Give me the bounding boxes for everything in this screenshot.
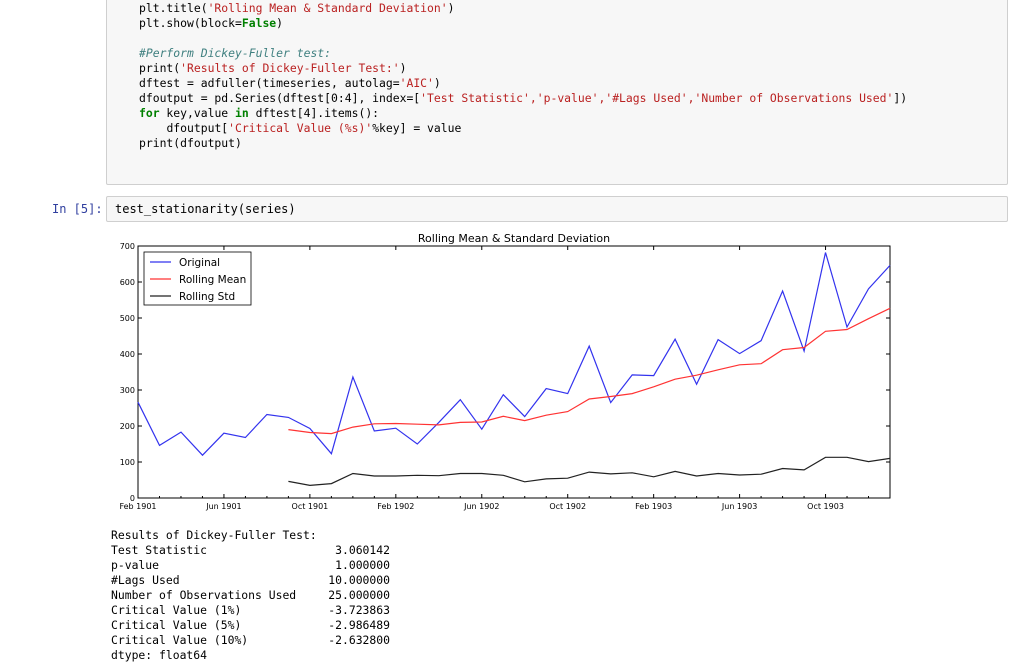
code-token: plt.title( xyxy=(139,1,208,15)
x-tick-label: Jun 1903 xyxy=(721,502,757,511)
code-token: dfoutput = pd.Series(dftest[0:4], index=… xyxy=(139,91,421,105)
x-tick-label: Oct 1903 xyxy=(807,502,844,511)
code-line: plt.show(block=False) xyxy=(139,16,283,31)
code-token: ]) xyxy=(893,91,908,105)
code-cell-5[interactable]: test_stationarity(series) xyxy=(106,196,1008,222)
output-row-value: -2.632800 xyxy=(328,633,390,647)
code-token: plt.show(block= xyxy=(139,16,242,30)
code-line: for key,value in dftest[4].items(): xyxy=(139,106,379,121)
code-line: dfoutput['Critical Value (%s)'%key] = va… xyxy=(139,121,461,136)
code-keyword: in xyxy=(235,106,249,120)
output-header: Results of Dickey-Fuller Test: xyxy=(111,528,317,542)
code-token: key,value xyxy=(159,106,236,120)
y-tick-label: 500 xyxy=(120,314,135,323)
series-line-rolling-std xyxy=(288,456,891,487)
legend-label: Original xyxy=(179,257,220,269)
x-tick-label: Feb 1902 xyxy=(377,502,414,511)
output-dtype: dtype: float64 xyxy=(111,648,208,662)
code-keyword: False xyxy=(241,16,277,30)
series-line-original xyxy=(137,252,891,457)
code-line: print(dfoutput) xyxy=(139,136,242,151)
output-row-label: Number of Observations Used xyxy=(111,588,297,602)
chart-title: Rolling Mean & Standard Deviation xyxy=(418,232,610,245)
output-row-label: p-value xyxy=(111,558,160,572)
code-string: 'Critical Value (%s)' xyxy=(228,121,373,135)
code-line: dfoutput = pd.Series(dftest[0:4], index=… xyxy=(139,91,907,106)
x-tick-label: Oct 1902 xyxy=(549,502,586,511)
y-tick-label: 0 xyxy=(130,494,135,503)
code-token: dftest = adfuller(timeseries, autolag= xyxy=(139,76,400,90)
x-tick-label: Jun 1901 xyxy=(205,502,241,511)
code-token xyxy=(139,121,166,135)
x-tick-label: Feb 1903 xyxy=(635,502,672,511)
legend-label: Rolling Mean xyxy=(179,274,246,286)
code-line: print('Results of Dickey-Fuller Test:') xyxy=(139,61,406,76)
output-row-value: 3.060142 xyxy=(335,543,390,557)
output-row-label: #Lags Used xyxy=(111,573,180,587)
code-token: ) xyxy=(399,61,407,75)
code-line: dftest = adfuller(timeseries, autolag='A… xyxy=(139,76,441,91)
output-row-label: Critical Value (5%) xyxy=(111,618,242,632)
code-string: 'Rolling Mean & Standard Deviation' xyxy=(207,1,448,15)
code-token: dfoutput[ xyxy=(166,121,229,135)
y-tick-label: 300 xyxy=(120,386,135,395)
rolling-stats-chart: Rolling Mean & Standard Deviation 0 100 200… xyxy=(119,232,891,511)
x-tick-label: Feb 1901 xyxy=(119,502,156,511)
legend-label: Rolling Std xyxy=(179,291,235,303)
x-tick-label: Jun 1902 xyxy=(463,502,499,511)
code-line xyxy=(139,31,146,46)
input-prompt-5: In [5]: xyxy=(52,202,103,216)
output-row-value: -2.986489 xyxy=(328,618,390,632)
series-line-rolling-mean xyxy=(288,307,891,435)
output-row-value: 10.000000 xyxy=(328,573,390,587)
y-tick-label: 200 xyxy=(120,422,135,431)
code-token: ) xyxy=(447,1,455,15)
y-tick-label: 600 xyxy=(120,278,135,287)
output-row-value: 25.000000 xyxy=(328,588,390,602)
output-row-value: -3.723863 xyxy=(328,603,390,617)
code-line: plt.title('Rolling Mean & Standard Devia… xyxy=(139,1,454,16)
code-comment: #Perform Dickey-Fuller test: xyxy=(139,46,332,60)
x-tick-label: Oct 1901 xyxy=(292,502,329,511)
code-keyword: for xyxy=(139,106,160,120)
y-tick-label: 100 xyxy=(120,458,135,467)
code-line: #Perform Dickey-Fuller test: xyxy=(139,46,331,61)
code-token: print(dfoutput) xyxy=(139,136,242,150)
code-string: 'AIC' xyxy=(399,76,434,90)
code-string: 'Test Statistic','p-value','#Lags Used',… xyxy=(420,91,894,105)
output-row-label: Critical Value (1%) xyxy=(111,603,242,617)
y-tick-label: 400 xyxy=(120,350,135,359)
y-tick-label: 700 xyxy=(120,242,135,251)
code-cell-4[interactable]: plt.title('Rolling Mean & Standard Devia… xyxy=(106,0,1008,185)
output-row-label: Test Statistic xyxy=(111,543,208,557)
code-token: ) xyxy=(276,16,284,30)
code-token: print( xyxy=(139,61,181,75)
code-token: %key] = value xyxy=(372,121,462,135)
code-token xyxy=(139,31,146,45)
plot-area xyxy=(137,245,891,499)
output-row-label: Critical Value (10%) xyxy=(111,633,249,647)
code-cell-5-source: test_stationarity(series) xyxy=(115,202,296,216)
code-token: ) xyxy=(433,76,441,90)
output-row-value: 1.000000 xyxy=(335,558,390,572)
code-string: 'Results of Dickey-Fuller Test:' xyxy=(180,61,400,75)
code-token: dftest[4].items(): xyxy=(248,106,380,120)
